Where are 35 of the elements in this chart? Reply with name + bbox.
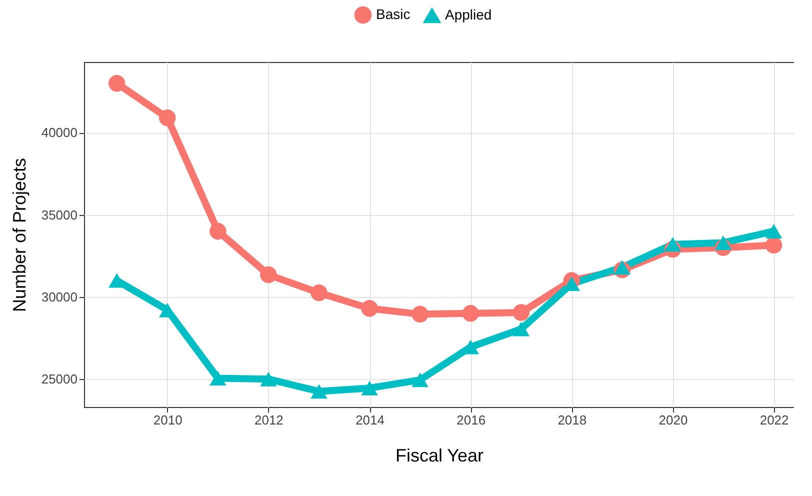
y-tick-label: 40000 [41,125,78,140]
x-tick-label: 2020 [658,412,688,428]
point [512,322,530,336]
x-tick-label: 2018 [558,412,587,428]
point [108,75,126,92]
point [664,237,682,252]
y-tick-label: 25000 [41,372,78,387]
point [260,372,277,386]
x-tick-label: 2022 [760,412,789,428]
x-tick-label: 2014 [356,412,384,428]
point [714,235,732,250]
x-tick-label: 2012 [254,412,284,428]
point [361,300,378,317]
point [614,260,631,275]
point [210,371,226,386]
x-tick-label: 2010 [153,412,182,428]
legend-label: Basic [376,6,410,22]
point [260,266,277,284]
y-axis-title: Number of Projects [9,158,30,312]
point [210,222,226,240]
point [462,305,479,322]
x-axis-title: Fiscal Year [395,446,484,466]
point [310,384,328,399]
point [159,110,176,126]
point [361,380,378,396]
point [310,284,328,302]
point [765,224,782,238]
y-tick-label: 35000 [41,207,78,222]
point [512,304,530,321]
point [412,306,428,323]
point [412,372,428,388]
y-tick-label: 30000 [41,289,78,304]
legend-label: Applied [445,6,492,23]
x-tick-label: 2016 [456,412,486,428]
point [765,236,782,254]
